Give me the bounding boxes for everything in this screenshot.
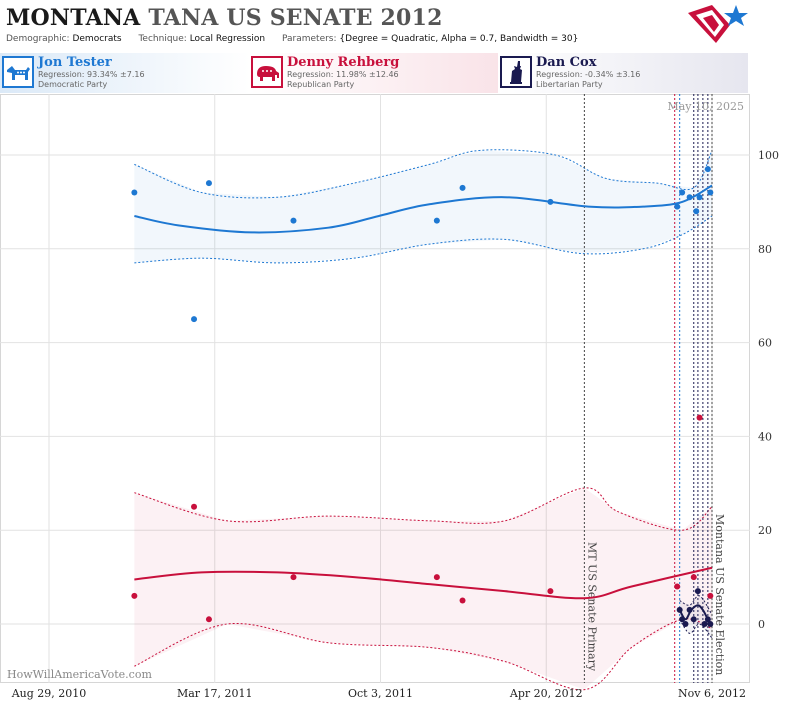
candidate-card-cox[interactable]: Dan Cox Regression: -0.34% ±3.16 Liberta… [498, 53, 748, 93]
poll-point [696, 414, 703, 421]
y-tick-label: 60 [758, 337, 772, 350]
poll-point [131, 592, 138, 599]
poll-point [704, 616, 711, 623]
poll-point [696, 194, 703, 201]
technique-value: Local Regression [189, 34, 266, 44]
elephant-icon [251, 56, 283, 88]
title-state: MONTANA [6, 5, 141, 31]
lower-bound-line [679, 619, 713, 639]
poll-point [674, 583, 681, 590]
poll-point [694, 588, 701, 595]
parameters-value: {Degree = Quadratic, Alpha = 0.7, Bandwi… [339, 34, 579, 44]
confidence-band [134, 150, 712, 263]
demographic-value: Democrats [72, 34, 122, 44]
y-tick-label: 100 [758, 149, 779, 162]
candidate-regression: Regression: 11.98% ±12.46 [287, 70, 399, 79]
poll-point [433, 574, 440, 581]
candidate-party: Libertarian Party [536, 80, 603, 89]
upper-bound-line [679, 595, 713, 615]
poll-point [459, 184, 466, 191]
y-tick-label: 80 [758, 243, 772, 256]
poll-point [674, 203, 681, 210]
technique-label: Technique: [138, 34, 187, 44]
candidate-regression: Regression: 93.34% ±7.16 [38, 70, 145, 79]
poll-point [686, 194, 693, 201]
poll-point [191, 503, 198, 510]
candidate-bar: Jon Tester Regression: 93.34% ±7.16 Demo… [0, 53, 789, 94]
plot-border [0, 94, 750, 683]
site-logo-icon[interactable] [686, 3, 750, 49]
page-title: MONTANA TANA US SENATE 2012 [6, 5, 443, 31]
trend-line [134, 566, 713, 600]
candidate-name: Jon Tester [38, 55, 112, 70]
poll-point [131, 189, 138, 196]
poll-point [690, 574, 697, 581]
title-rest: TANA US SENATE 2012 [148, 5, 443, 31]
poll-point [690, 616, 697, 623]
annotation-label: Montana US Senate Election [713, 514, 726, 675]
candidate-party: Republican Party [287, 80, 355, 89]
watermark: HowWillAmericaVote.com [7, 668, 152, 681]
x-tick-label: Apr 20, 2012 [509, 687, 583, 700]
confidence-band [134, 487, 712, 690]
candidate-regression: Regression: -0.34% ±3.16 [536, 70, 641, 79]
poll-point [547, 198, 554, 205]
poll-point [707, 621, 714, 627]
x-tick-label: Mar 17, 2011 [177, 687, 253, 700]
candidate-party: Democratic Party [38, 80, 108, 89]
candidate-name: Denny Rehberg [287, 55, 400, 70]
regression-chart: MT US Senate Primary Montana US Senate El… [0, 94, 779, 700]
upper-bound-line [134, 487, 713, 531]
poll-point [290, 217, 297, 224]
parameters-label: Parameters: [281, 34, 337, 44]
x-tick-label: Nov 6, 2012 [678, 687, 746, 700]
upper-bound-line [134, 149, 713, 199]
poll-point [205, 616, 212, 623]
header: MONTANA TANA US SENATE 2012 Demographic:… [0, 0, 789, 52]
poll-point [704, 166, 711, 173]
trend-line [134, 184, 713, 234]
x-tick-label: Aug 29, 2010 [11, 687, 87, 700]
poll-point [205, 180, 212, 187]
poll-point [676, 606, 683, 613]
candidate-card-tester[interactable]: Jon Tester Regression: 93.34% ±7.16 Demo… [0, 53, 250, 93]
poll-point [707, 189, 714, 196]
poll-point [191, 316, 198, 323]
poll-point [701, 621, 708, 627]
poll-point [679, 189, 686, 196]
poll-point [459, 597, 466, 604]
y-tick-label: 20 [758, 524, 772, 537]
y-tick-label: 0 [758, 618, 765, 631]
donkey-icon [2, 56, 34, 88]
poll-point [682, 621, 689, 627]
statue-of-liberty-icon [500, 56, 532, 88]
candidate-name: Dan Cox [536, 55, 597, 70]
poll-point [290, 574, 297, 581]
poll-point [679, 616, 686, 623]
x-tick-label: Oct 3, 2011 [348, 687, 413, 700]
lower-bound-line [134, 215, 713, 264]
date-label: May 10, 2025 [667, 100, 744, 113]
lower-bound-line [134, 618, 713, 691]
poll-point [547, 588, 554, 595]
annotation-label: MT US Senate Primary [585, 542, 598, 672]
parameters-line: Demographic: Democrats Technique: Local … [6, 34, 592, 44]
candidate-card-rehberg[interactable]: Denny Rehberg Regression: 11.98% ±12.46 … [249, 53, 499, 93]
poll-point [693, 208, 700, 215]
demographic-label: Demographic: [6, 34, 70, 44]
y-tick-label: 40 [758, 430, 772, 443]
poll-point [686, 606, 693, 613]
poll-point [433, 217, 440, 224]
poll-point [707, 592, 714, 599]
